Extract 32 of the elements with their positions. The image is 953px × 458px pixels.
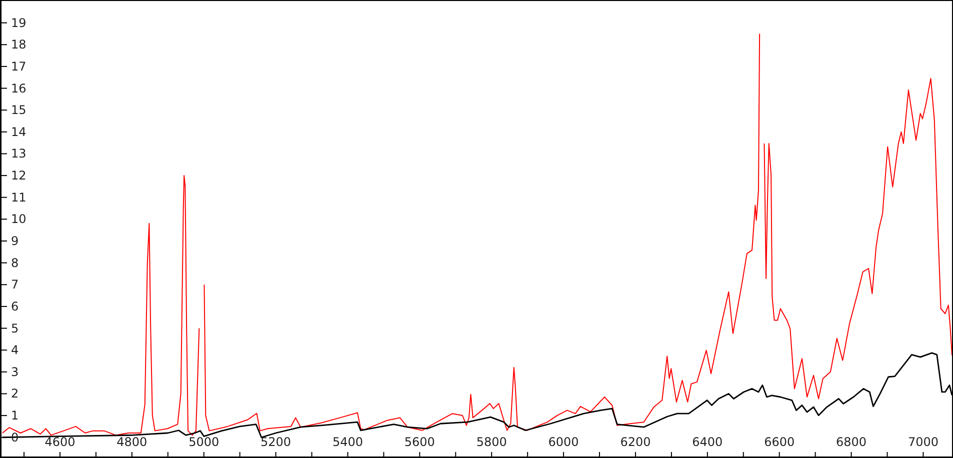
x-tick-label: 5600 bbox=[404, 435, 435, 449]
y-tick-label: 10 bbox=[11, 212, 26, 226]
y-tick-label: 3 bbox=[11, 364, 19, 379]
y-tick-label: 14 bbox=[11, 124, 26, 139]
x-tick-label: 6800 bbox=[836, 435, 867, 449]
y-tick-label: 15 bbox=[11, 103, 26, 118]
x-tick-label: 5200 bbox=[260, 435, 292, 449]
y-tick-label: 5 bbox=[11, 321, 19, 336]
y-tick-label: 13 bbox=[11, 146, 26, 161]
y-tick-label: 19 bbox=[11, 16, 26, 30]
y-tick-label: 4 bbox=[11, 343, 19, 358]
y-tick-label: 12 bbox=[11, 168, 26, 183]
y-tick-label: 8 bbox=[11, 256, 19, 270]
x-tick-label: 6000 bbox=[548, 435, 579, 449]
x-tick-label: 4600 bbox=[44, 435, 76, 449]
x-tick-label: 7000 bbox=[908, 435, 938, 449]
x-tick-label: 6200 bbox=[620, 435, 651, 449]
y-tick-label: 1 bbox=[11, 408, 19, 423]
x-tick-label: 5400 bbox=[332, 435, 364, 449]
y-tick-label: 18 bbox=[11, 38, 26, 52]
y-tick-label: 7 bbox=[11, 278, 19, 292]
x-tick-label: 6600 bbox=[764, 435, 795, 449]
y-tick-label: 16 bbox=[11, 81, 26, 96]
x-tick-label: 5000 bbox=[188, 435, 220, 449]
y-tick-label: 6 bbox=[11, 299, 19, 314]
x-tick-label: 4800 bbox=[116, 435, 148, 449]
y-tick-label: 17 bbox=[11, 59, 26, 74]
x-tick-label: 5800 bbox=[476, 435, 507, 449]
x-tick-label: 6400 bbox=[692, 435, 723, 449]
y-tick-label: 9 bbox=[11, 234, 19, 248]
y-tick-label: 11 bbox=[11, 190, 26, 204]
y-tick-label: 2 bbox=[11, 386, 19, 401]
